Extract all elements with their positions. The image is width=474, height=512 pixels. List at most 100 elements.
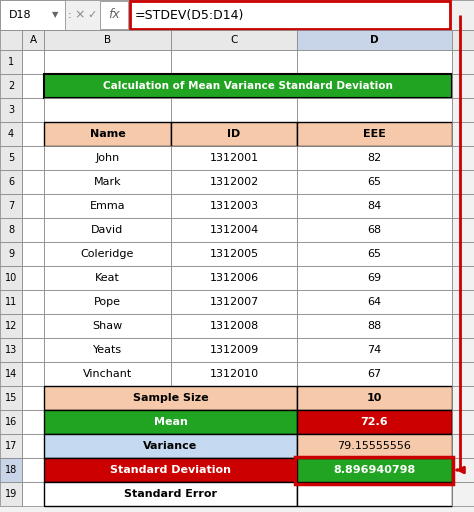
Text: 1312009: 1312009 (210, 345, 259, 355)
Bar (452, 170, 474, 194)
Text: 17: 17 (5, 441, 17, 451)
Bar (44, 362, 171, 386)
Bar (452, 434, 474, 458)
Bar (297, 30, 452, 50)
Text: 1312002: 1312002 (210, 177, 259, 187)
Bar (22, 482, 44, 506)
Bar (0, 386, 22, 410)
Text: Variance: Variance (143, 441, 198, 451)
Bar (22, 122, 44, 146)
Bar (171, 314, 297, 338)
Bar (452, 362, 474, 386)
Bar (171, 170, 297, 194)
Bar (0, 218, 22, 242)
Bar (44, 338, 171, 362)
Bar (44, 434, 297, 458)
Text: 19: 19 (5, 489, 17, 499)
Bar (22, 314, 44, 338)
Text: 74: 74 (367, 345, 382, 355)
Bar (0, 482, 22, 506)
Bar (22, 434, 44, 458)
Text: ID: ID (228, 129, 241, 139)
Text: 72.6: 72.6 (361, 417, 388, 427)
Bar (297, 50, 452, 74)
Bar (44, 314, 171, 338)
Bar (44, 458, 297, 482)
Text: 1312001: 1312001 (210, 153, 258, 163)
Text: 64: 64 (367, 297, 382, 307)
Text: 15: 15 (5, 393, 17, 403)
Bar (22, 74, 44, 98)
Bar (171, 362, 297, 386)
Text: 14: 14 (5, 369, 17, 379)
Bar (130, 1, 450, 29)
Text: 8: 8 (8, 225, 14, 235)
Text: 1312007: 1312007 (210, 297, 259, 307)
Text: 2: 2 (8, 81, 14, 91)
Text: Mean: Mean (154, 417, 187, 427)
Bar (44, 74, 452, 98)
Bar (171, 50, 297, 74)
Text: 13: 13 (5, 345, 17, 355)
Text: Mark: Mark (94, 177, 121, 187)
Bar (0, 434, 22, 458)
Text: 67: 67 (367, 369, 382, 379)
Text: 4: 4 (8, 129, 14, 139)
Text: 1312005: 1312005 (210, 249, 258, 259)
Bar (171, 146, 297, 170)
Text: ▼: ▼ (52, 11, 58, 19)
Bar (452, 266, 474, 290)
Bar (452, 50, 474, 74)
Text: 11: 11 (5, 297, 17, 307)
Bar (0, 98, 22, 122)
Bar (452, 122, 474, 146)
Bar (452, 30, 474, 50)
Text: D: D (370, 35, 379, 45)
Text: ×: × (75, 9, 85, 22)
Text: Keat: Keat (95, 273, 120, 283)
Bar (297, 98, 452, 122)
Bar (44, 146, 171, 170)
Text: 7: 7 (8, 201, 14, 211)
Bar (22, 458, 44, 482)
Bar (22, 338, 44, 362)
Bar (22, 410, 44, 434)
Bar (22, 146, 44, 170)
Bar (452, 218, 474, 242)
Bar (0, 410, 22, 434)
Text: Pope: Pope (94, 297, 121, 307)
Text: 1: 1 (8, 57, 14, 67)
Bar (0, 362, 22, 386)
Bar (297, 242, 452, 266)
Bar (171, 242, 297, 266)
Bar (171, 30, 297, 50)
Text: Standard Deviation: Standard Deviation (110, 465, 231, 475)
Bar (452, 386, 474, 410)
Bar (44, 218, 171, 242)
Bar (0, 146, 22, 170)
Text: D18: D18 (9, 10, 31, 20)
Bar (0, 194, 22, 218)
Text: 9: 9 (8, 249, 14, 259)
Text: 65: 65 (367, 177, 382, 187)
Bar (0, 266, 22, 290)
Bar (0, 30, 22, 50)
Bar (452, 290, 474, 314)
Text: Shaw: Shaw (92, 321, 123, 331)
Text: 8.896940798: 8.896940798 (333, 465, 416, 475)
Bar (297, 122, 452, 146)
Bar (22, 30, 44, 50)
Bar (22, 242, 44, 266)
Text: ✓: ✓ (87, 10, 97, 20)
Text: 69: 69 (367, 273, 382, 283)
Bar (0, 122, 22, 146)
Bar (171, 338, 297, 362)
Bar (0, 290, 22, 314)
Bar (171, 194, 297, 218)
Bar (297, 218, 452, 242)
Bar (297, 338, 452, 362)
Text: Yeats: Yeats (93, 345, 122, 355)
Bar (44, 170, 171, 194)
Bar (22, 362, 44, 386)
Bar (452, 74, 474, 98)
